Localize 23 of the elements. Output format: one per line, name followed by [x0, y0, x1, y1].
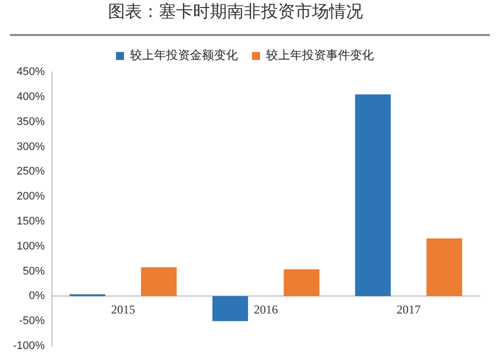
bar	[284, 269, 320, 296]
y-tick-label: 50%	[22, 265, 45, 278]
y-tick-label: 450%	[16, 66, 46, 78]
x-tick-label: 2016	[254, 302, 278, 317]
y-tick-label: 400%	[16, 90, 46, 103]
bar	[141, 267, 177, 296]
x-tick-label: 2015	[111, 302, 136, 317]
y-tick-label: 100%	[16, 240, 46, 252]
y-tick-label: 0%	[28, 290, 46, 302]
y-tick-label: 150%	[16, 215, 46, 228]
y-tick-label: -50%	[19, 315, 46, 328]
bar	[355, 94, 391, 296]
y-tick-label: 300%	[16, 140, 46, 153]
y-tick-label: 200%	[16, 190, 46, 203]
y-tick-label: -100%	[13, 340, 46, 352]
y-tick-label: 350%	[16, 116, 46, 128]
x-tick-label: 2017	[396, 302, 421, 317]
legend-label: 较上年投资金额变化	[130, 48, 238, 62]
y-tick-label: 250%	[16, 166, 46, 178]
bar	[426, 238, 462, 296]
bar	[212, 296, 248, 322]
chart-title: 图表：塞卡时期南非投资市场情况	[10, 0, 490, 36]
legend-label: 较上年投资事件变化	[266, 48, 374, 62]
